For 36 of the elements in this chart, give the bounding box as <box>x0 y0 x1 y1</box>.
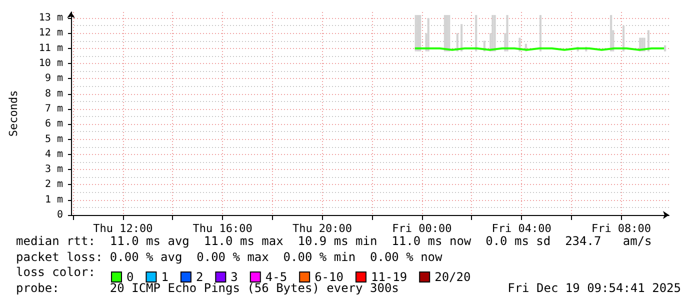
text: packet loss: 0.00 % avg 0.00 % max 0.00 % min 0.00 % now <box>16 250 444 264</box>
legend-label: 0 <box>126 270 134 284</box>
legend-label: 20/20 <box>434 270 471 284</box>
y-tick-label: 0 <box>56 210 63 220</box>
text: median rtt: 11.0 ms avg 11.0 ms max 10.9 ms min 11.0 ms now 0.0 ms sd 234.7 am/s <box>16 234 652 248</box>
legend-label: 2 <box>196 270 204 284</box>
y-tick-label: 3 m <box>44 164 63 176</box>
y-tick-label: 6 m <box>44 118 63 130</box>
legend-label: 4-5 <box>265 270 288 284</box>
legend-label: 11-19 <box>370 270 408 284</box>
y-tick-label: 7 m <box>44 103 63 114</box>
y-tick-label: 13 m <box>38 12 63 24</box>
legend-title: loss color: <box>16 265 96 279</box>
x-tick-label: Fri 08:00 <box>591 222 652 235</box>
text: Fri Dec 19 09:54:41 2025 <box>508 281 681 295</box>
legend-label: 1 <box>161 270 168 284</box>
x-tick-label: Fri 04:00 <box>492 222 552 235</box>
y-axis-title: Seconds <box>7 90 20 137</box>
y-tick-label: 10 m <box>38 58 63 70</box>
y-tick-label: 5 m <box>44 134 63 145</box>
x-tick-label: Fri 00:00 <box>392 222 452 235</box>
y-tick-label: 11 m <box>38 42 63 54</box>
y-tick-label: 9 m <box>44 73 63 84</box>
y-tick-label: 2 m <box>44 179 63 190</box>
bar <box>664 45 666 52</box>
y-tick-label: 12 m <box>38 28 63 39</box>
text: probe: 20 ICMP Echo Pings (56 Bytes) every 300s <box>16 281 399 295</box>
x-tick-label: Thu 16:00 <box>192 222 252 235</box>
x-tick-label: Thu 20:00 <box>292 222 352 235</box>
bar <box>448 15 450 52</box>
y-tick-label: 4 m <box>44 148 63 160</box>
y-tick-label: 8 m <box>44 88 63 100</box>
legend-label: 6-10 <box>314 270 344 284</box>
x-tick-label: Thu 12:00 <box>93 222 153 235</box>
legend-label: 3 <box>230 270 238 284</box>
y-tick-label: 1 m <box>44 194 63 206</box>
